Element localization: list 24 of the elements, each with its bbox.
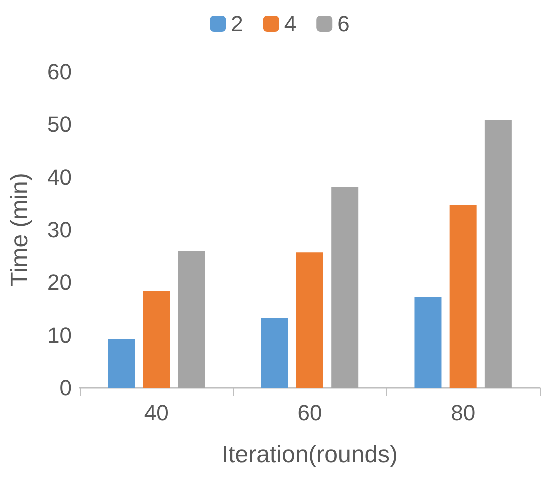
bar: [414, 297, 442, 388]
x-tick-label: 80: [451, 400, 476, 426]
x-tick-label: 60: [298, 400, 322, 426]
bar: [261, 318, 288, 388]
y-axis-title: Time (min): [6, 173, 34, 287]
y-tick-label: 60: [48, 60, 72, 84]
bar: [108, 340, 136, 388]
bar: [332, 187, 359, 388]
legend-label: 4: [284, 12, 297, 36]
y-tick-label: 20: [48, 270, 72, 296]
bar: [143, 291, 170, 388]
bar: [450, 205, 477, 388]
x-tick-label: 40: [144, 400, 169, 426]
y-tick-label: 50: [48, 112, 72, 138]
legend-label: 6: [338, 12, 350, 36]
x-axis-title: Iteration(rounds): [222, 442, 398, 468]
legend-label: 2: [231, 12, 244, 36]
y-tick-label: 10: [48, 322, 72, 348]
bar: [296, 252, 324, 388]
y-tick-label: 0: [60, 376, 72, 400]
bar: [178, 251, 206, 388]
y-tick-label: 40: [48, 164, 72, 190]
bar: [484, 120, 512, 388]
y-tick-label: 30: [48, 218, 72, 242]
